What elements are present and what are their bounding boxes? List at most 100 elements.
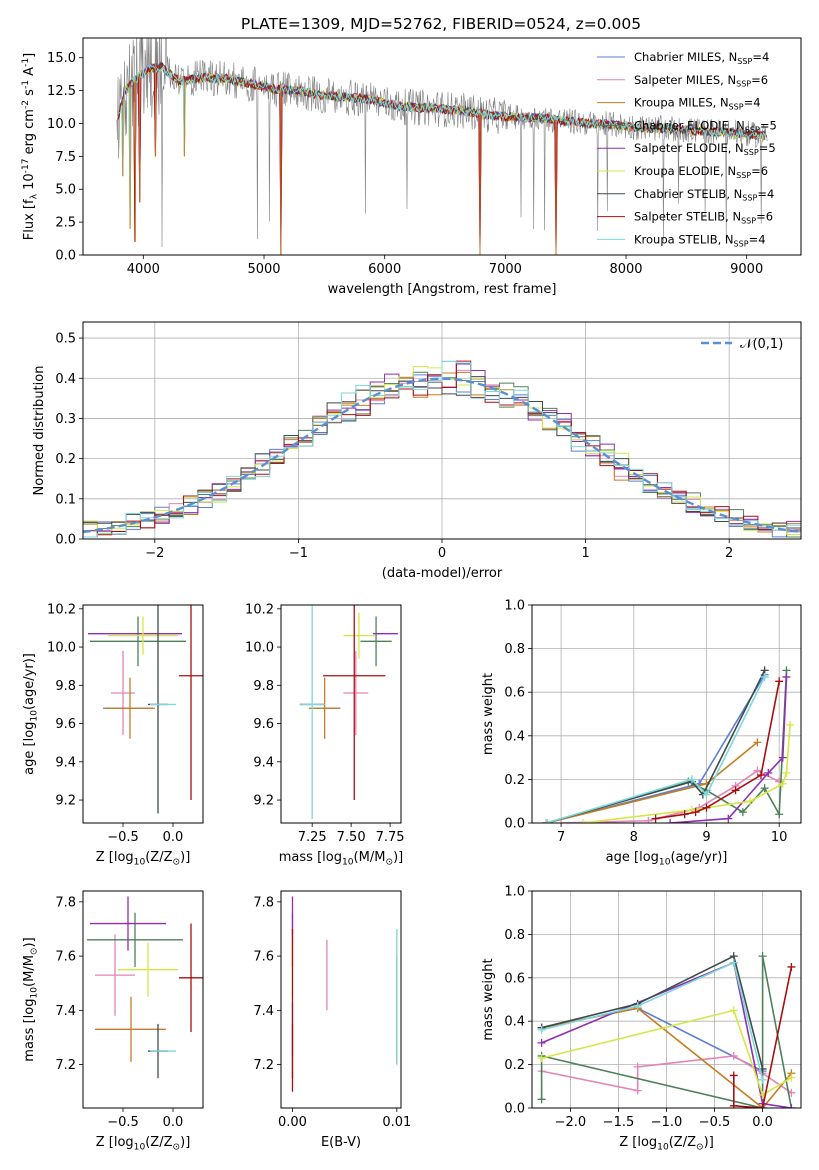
plot-marks: [87, 896, 203, 1079]
axes-frame: [82, 604, 204, 824]
weight-marker: [729, 1006, 738, 1015]
panel-age-vs-Z: −0.5 0.0 9.2 9.4 9.6 9.8 10.0 10.2 Z [log10(Z/Z⊙…: [22, 602, 204, 867]
errorbar-salpeter-stelib: [179, 605, 203, 801]
x-tick-label: 0.01: [382, 1115, 411, 1130]
plot-area: [532, 605, 801, 823]
x-tick-label: 4000: [127, 262, 160, 277]
y-tick-label: 10.2: [245, 602, 274, 617]
y-tick-label: 9.8: [253, 679, 274, 694]
legend-label: Chabrier MILES, NSSP=4: [634, 50, 769, 66]
x-axis-label: age [log10(age/yr)]: [606, 850, 728, 867]
y-tick-label: 0.6: [504, 686, 525, 701]
x-tick-label: 7: [557, 830, 565, 845]
weight-marker: [557, 819, 566, 823]
weight-marker: [746, 797, 755, 806]
plot-marks: [299, 605, 398, 820]
x-tick-label: 7.25: [298, 830, 327, 845]
legend-label: Salpeter MILES, NSSP=6: [634, 73, 768, 89]
weight-line: [546, 676, 766, 823]
y-tick-label: 0.0: [504, 1102, 525, 1117]
y-tick-label: 9.4: [253, 755, 274, 770]
weight-marker: [633, 1002, 642, 1011]
weight-marker: [702, 790, 711, 799]
weight-marker: [691, 808, 700, 817]
weight-marker: [778, 753, 787, 762]
weight-marker: [680, 810, 689, 819]
y-tick-label: 2.5: [55, 216, 76, 231]
errorbar-kroupa-stelib: [299, 605, 325, 820]
legend-label: Salpeter STELIB, NSSP=6: [634, 210, 773, 226]
errorbar-kroupa-miles: [96, 996, 166, 1062]
x-tick-label: 2: [725, 546, 733, 561]
y-axis-label: Normed distribution: [32, 366, 47, 496]
y-tick-label: 0.0: [55, 533, 76, 548]
x-axis-label: wavelength [Angstrom, rest frame]: [328, 282, 557, 297]
x-tick-label: −2: [145, 546, 164, 561]
weight-marker: [666, 819, 675, 823]
y-tick-label: 0.0: [504, 817, 525, 832]
y-tick-label: 9.6: [55, 717, 76, 732]
model-spectrum-8: [117, 64, 766, 229]
plot-marks: [88, 605, 203, 814]
x-axis-label: (data-model)/error: [382, 566, 503, 581]
y-tick-label: 0.1: [55, 492, 76, 507]
weight-marker: [644, 816, 653, 823]
axes-frame: [531, 890, 802, 1109]
weight-marker: [731, 786, 740, 795]
x-tick-label: 5000: [247, 262, 280, 277]
x-tick-label: 0.0: [163, 1115, 184, 1130]
weight-line: [733, 966, 793, 1108]
x-tick-label: 7.75: [376, 830, 405, 845]
weight-marker: [633, 1062, 642, 1071]
x-tick-label: 1: [581, 546, 589, 561]
legend-label: 𝒩(0,1): [740, 337, 783, 352]
weight-marker: [542, 819, 551, 823]
y-tick-label: 10.0: [47, 641, 76, 656]
legend-label: Salpeter ELODIE, NSSP=5: [634, 141, 776, 157]
weight-marker: [702, 803, 711, 812]
y-axis-label: mass weight: [481, 958, 496, 1040]
weight-line: [582, 724, 791, 823]
y-tick-label: 0.4: [55, 372, 76, 387]
errorbar-salpeter-elodie: [90, 896, 166, 951]
x-tick-label: 10: [771, 830, 788, 845]
weight-marker: [782, 768, 791, 777]
y-tick-label: 7.6: [253, 950, 274, 965]
weight-marker: [758, 952, 767, 961]
weight-marker: [753, 738, 762, 747]
panel-mass-vs-Z: −0.5 0.0 7.2 7.4 7.6 7.8 Z [log10(Z/Z⊙)] mass […: [22, 890, 204, 1152]
legend-label: Chabrier ELODIE, NSSP=5: [634, 118, 777, 134]
plot-marks: [537, 952, 796, 1108]
weight-marker: [729, 958, 738, 967]
legend-label: Kroupa ELODIE, NSSP=6: [634, 164, 768, 180]
panel-weight-vs-age: 7 8 9 10 0.0 0.2 0.4 0.6 0.8 1.0 age [log10(age/yr…: [481, 599, 802, 867]
weight-marker: [729, 1071, 738, 1080]
y-tick-label: 1.0: [504, 599, 525, 614]
y-tick-label: 7.4: [253, 1004, 274, 1019]
plot-area: [281, 605, 401, 823]
x-tick-label: 8: [630, 830, 638, 845]
weight-line: [546, 670, 766, 823]
weight-line: [541, 961, 764, 1080]
y-tick-label: 0.6: [504, 971, 525, 986]
y-tick-label: 0.4: [504, 729, 525, 744]
y-tick-label: 15.0: [47, 51, 76, 66]
x-axis-label: Z [log10(Z/Z⊙)]: [619, 1135, 714, 1152]
y-tick-label: 7.2: [55, 1058, 76, 1073]
weight-marker: [758, 1075, 767, 1084]
weight-marker: [760, 672, 769, 681]
axes-frame: [531, 604, 802, 824]
weight-marker: [729, 1051, 738, 1060]
y-tick-label: 5.0: [55, 183, 76, 198]
y-tick-label: 0.3: [55, 412, 76, 427]
weight-marker: [764, 768, 773, 777]
legend-label: Kroupa STELIB, NSSP=4: [634, 232, 766, 248]
weight-marker: [758, 1104, 767, 1108]
weight-marker: [537, 1038, 546, 1047]
weight-marker: [753, 766, 762, 775]
x-tick-label: −0.5: [107, 1115, 139, 1130]
weight-line: [541, 954, 764, 1070]
y-tick-label: 0.2: [55, 452, 76, 467]
y-tick-label: 7.6: [55, 950, 76, 965]
y-axis-label: mass weight: [481, 673, 496, 755]
